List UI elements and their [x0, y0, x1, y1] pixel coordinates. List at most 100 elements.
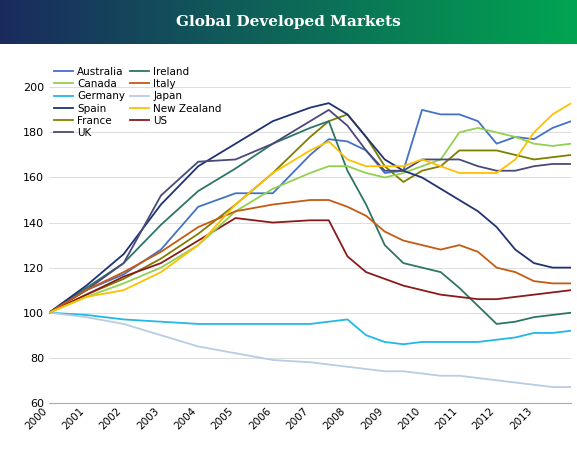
Bar — [52, 0, 54, 44]
Bar — [406, 0, 409, 44]
Bar — [310, 0, 312, 44]
Bar — [479, 0, 481, 44]
Bar — [306, 0, 308, 44]
Bar — [483, 0, 485, 44]
Bar — [296, 0, 299, 44]
Bar — [431, 0, 433, 44]
Bar — [204, 0, 207, 44]
Bar — [261, 0, 264, 44]
Bar — [462, 0, 464, 44]
Bar — [244, 0, 247, 44]
Bar — [169, 0, 172, 44]
Bar — [444, 0, 447, 44]
Bar — [140, 0, 143, 44]
Bar — [381, 0, 383, 44]
Bar — [218, 0, 220, 44]
Bar — [489, 0, 491, 44]
Bar — [92, 0, 95, 44]
Bar — [336, 0, 339, 44]
Bar — [448, 0, 451, 44]
Text: Global Developed Markets: Global Developed Markets — [176, 15, 401, 29]
Bar — [215, 0, 218, 44]
Bar — [496, 0, 499, 44]
Bar — [150, 0, 152, 44]
Bar — [571, 0, 574, 44]
Bar — [144, 0, 147, 44]
Bar — [267, 0, 270, 44]
Bar — [104, 0, 106, 44]
Bar — [44, 0, 47, 44]
Bar — [281, 0, 283, 44]
Bar — [294, 0, 297, 44]
Bar — [502, 0, 504, 44]
Bar — [415, 0, 418, 44]
Bar — [421, 0, 424, 44]
Bar — [77, 0, 80, 44]
Bar — [509, 0, 512, 44]
Bar — [377, 0, 380, 44]
Bar — [248, 0, 250, 44]
Bar — [383, 0, 385, 44]
Bar — [425, 0, 428, 44]
Bar — [348, 0, 351, 44]
Bar — [440, 0, 443, 44]
Bar — [504, 0, 507, 44]
Bar — [373, 0, 376, 44]
Bar — [213, 0, 216, 44]
Bar — [186, 0, 189, 44]
Bar — [518, 0, 520, 44]
Bar — [68, 0, 70, 44]
Bar — [23, 0, 25, 44]
Bar — [369, 0, 372, 44]
Bar — [254, 0, 256, 44]
Bar — [385, 0, 387, 44]
Bar — [533, 0, 535, 44]
Bar — [333, 0, 335, 44]
Bar — [16, 0, 18, 44]
Bar — [456, 0, 458, 44]
Bar — [379, 0, 381, 44]
Bar — [486, 0, 489, 44]
Bar — [414, 0, 416, 44]
Bar — [83, 0, 85, 44]
Bar — [473, 0, 475, 44]
Bar — [110, 0, 112, 44]
Bar — [439, 0, 441, 44]
Bar — [471, 0, 474, 44]
Bar — [156, 0, 158, 44]
Bar — [325, 0, 328, 44]
Bar — [88, 0, 91, 44]
Bar — [523, 0, 526, 44]
Bar — [219, 0, 222, 44]
Bar — [481, 0, 484, 44]
Bar — [531, 0, 533, 44]
Bar — [419, 0, 422, 44]
Bar — [146, 0, 149, 44]
Bar — [327, 0, 329, 44]
Bar — [100, 0, 103, 44]
Bar — [494, 0, 497, 44]
Bar — [208, 0, 210, 44]
Bar — [143, 0, 145, 44]
Bar — [194, 0, 197, 44]
Bar — [114, 0, 116, 44]
Bar — [96, 0, 99, 44]
Bar — [181, 0, 183, 44]
Bar — [119, 0, 122, 44]
Bar — [10, 0, 12, 44]
Bar — [312, 0, 314, 44]
Bar — [525, 0, 527, 44]
Bar — [264, 0, 266, 44]
Bar — [279, 0, 282, 44]
Bar — [58, 0, 60, 44]
Bar — [256, 0, 258, 44]
Bar — [185, 0, 187, 44]
Bar — [13, 0, 16, 44]
Bar — [521, 0, 524, 44]
Bar — [190, 0, 193, 44]
Bar — [410, 0, 412, 44]
Bar — [252, 0, 254, 44]
Bar — [0, 0, 2, 44]
Bar — [108, 0, 110, 44]
Bar — [265, 0, 268, 44]
